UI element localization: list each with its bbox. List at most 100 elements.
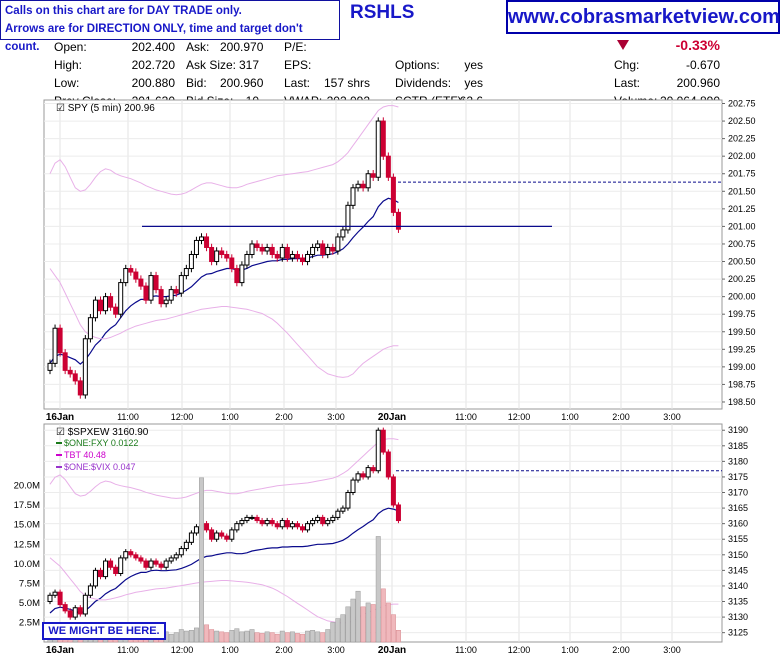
candle-body (284, 246, 290, 259)
candle-body (350, 187, 356, 206)
eps-label: EPS: (284, 58, 312, 72)
volume-bar (239, 631, 245, 643)
x-tick-label: 3:00 (663, 412, 681, 422)
volume-bar (325, 629, 331, 643)
x-tick-label: 11:00 (117, 645, 139, 655)
candle-body (153, 560, 159, 565)
volume-tick-label: 10.0M (14, 559, 40, 570)
candle-body (375, 120, 381, 178)
candle-body (138, 557, 144, 562)
candle-body (269, 520, 275, 525)
volume-bar (375, 536, 381, 643)
volume-bar (295, 633, 300, 643)
candle-body (199, 236, 204, 241)
candle-body (239, 264, 245, 284)
volume-bar (259, 633, 265, 643)
candle-body (204, 236, 210, 248)
open-value: 202.400 (131, 40, 175, 54)
y-tick-label: 3150 (728, 550, 748, 560)
candle-body (294, 254, 300, 259)
candle-body (138, 278, 144, 287)
candle-body (87, 585, 93, 596)
y-tick-label: 201.75 (728, 169, 756, 179)
bid-label: Bid: (186, 76, 207, 90)
candle-body (345, 492, 351, 509)
candle-body (360, 473, 366, 478)
candle-body (52, 327, 58, 364)
candle-body (395, 504, 401, 522)
candle-body (173, 554, 179, 559)
candle-body (209, 529, 215, 540)
volume-bar (360, 606, 366, 643)
candle-body (77, 607, 83, 615)
x-tick-label: 12:00 (171, 645, 194, 655)
candle-body (279, 520, 285, 528)
candle-body (284, 520, 290, 528)
change-percent: -0.33% (675, 37, 720, 53)
x-tick-label: 16Jan (46, 412, 74, 423)
x-tick-label: 1:00 (221, 412, 239, 422)
candle-body (57, 327, 63, 354)
volume-tick-label: 7.5M (19, 578, 40, 589)
x-tick-label: 1:00 (221, 645, 239, 655)
candle-body (67, 369, 73, 375)
candle-body (315, 516, 321, 522)
volume-bar (330, 622, 336, 643)
candle-body (52, 591, 58, 596)
x-tick-label: 12:00 (508, 412, 531, 422)
volume-tick-label: 5.0M (19, 598, 40, 609)
candle-body (340, 229, 346, 238)
candle-body (133, 554, 139, 559)
high-label: High: (54, 58, 83, 72)
volume-bar (183, 630, 189, 643)
candle-body (168, 289, 174, 301)
spxew-panel: 16Jan 11:00 12:00 1:00 2:00 3:00 20Jan 11:00 12:… (14, 423, 748, 656)
volume-bar (355, 590, 361, 643)
candle-body (92, 299, 98, 319)
candle-body (82, 338, 88, 396)
low-value: 200.880 (131, 76, 175, 90)
volume-bar (168, 633, 174, 643)
candle-body (209, 246, 215, 263)
candle-body (244, 254, 250, 266)
candle-body (118, 282, 124, 315)
x-tick-label: 11:00 (455, 645, 477, 655)
candle-body (274, 523, 280, 528)
x-tick-label: 2:00 (612, 645, 630, 655)
candle-body (158, 289, 164, 305)
y-tick-label: 200.00 (728, 292, 756, 302)
y-tick-label: 199.75 (728, 309, 756, 319)
candle-body (300, 257, 305, 263)
last-value: 157 shrs (323, 76, 370, 90)
high-value: 202.720 (131, 58, 175, 72)
x-tick-label: 3:00 (327, 645, 345, 655)
candle-body (320, 516, 326, 525)
candle-body (330, 516, 336, 522)
volume-bar (254, 632, 260, 643)
y-tick-label: 202.50 (728, 116, 756, 126)
candle-body (310, 520, 316, 525)
might-be-here-badge: WE MIGHT BE HERE. (42, 622, 166, 640)
candle-body (62, 352, 68, 371)
candle-body (57, 591, 63, 606)
ask-label: Ask: (186, 40, 210, 54)
y-tick-label: 200.25 (728, 274, 756, 284)
candle-body (103, 296, 109, 312)
site-banner[interactable]: www.cobrasmarketview.com (506, 0, 780, 34)
down-arrow-icon (617, 40, 629, 50)
candle-body (148, 275, 154, 301)
candle-body (183, 268, 189, 277)
candle-body (234, 268, 240, 284)
candle-body (224, 254, 230, 259)
y-tick-label: 3185 (728, 441, 748, 451)
candle-body (92, 569, 98, 587)
x-tick-label: 2:00 (275, 412, 293, 422)
y-tick-label: 3135 (728, 597, 748, 607)
candle-body (118, 557, 124, 574)
x-tick-label: 20Jan (378, 645, 406, 656)
candle-body (72, 373, 78, 382)
volume-bar (315, 631, 321, 643)
candle-body (340, 507, 346, 512)
y-tick-label: 3155 (728, 534, 748, 544)
volume-bar (249, 629, 255, 643)
